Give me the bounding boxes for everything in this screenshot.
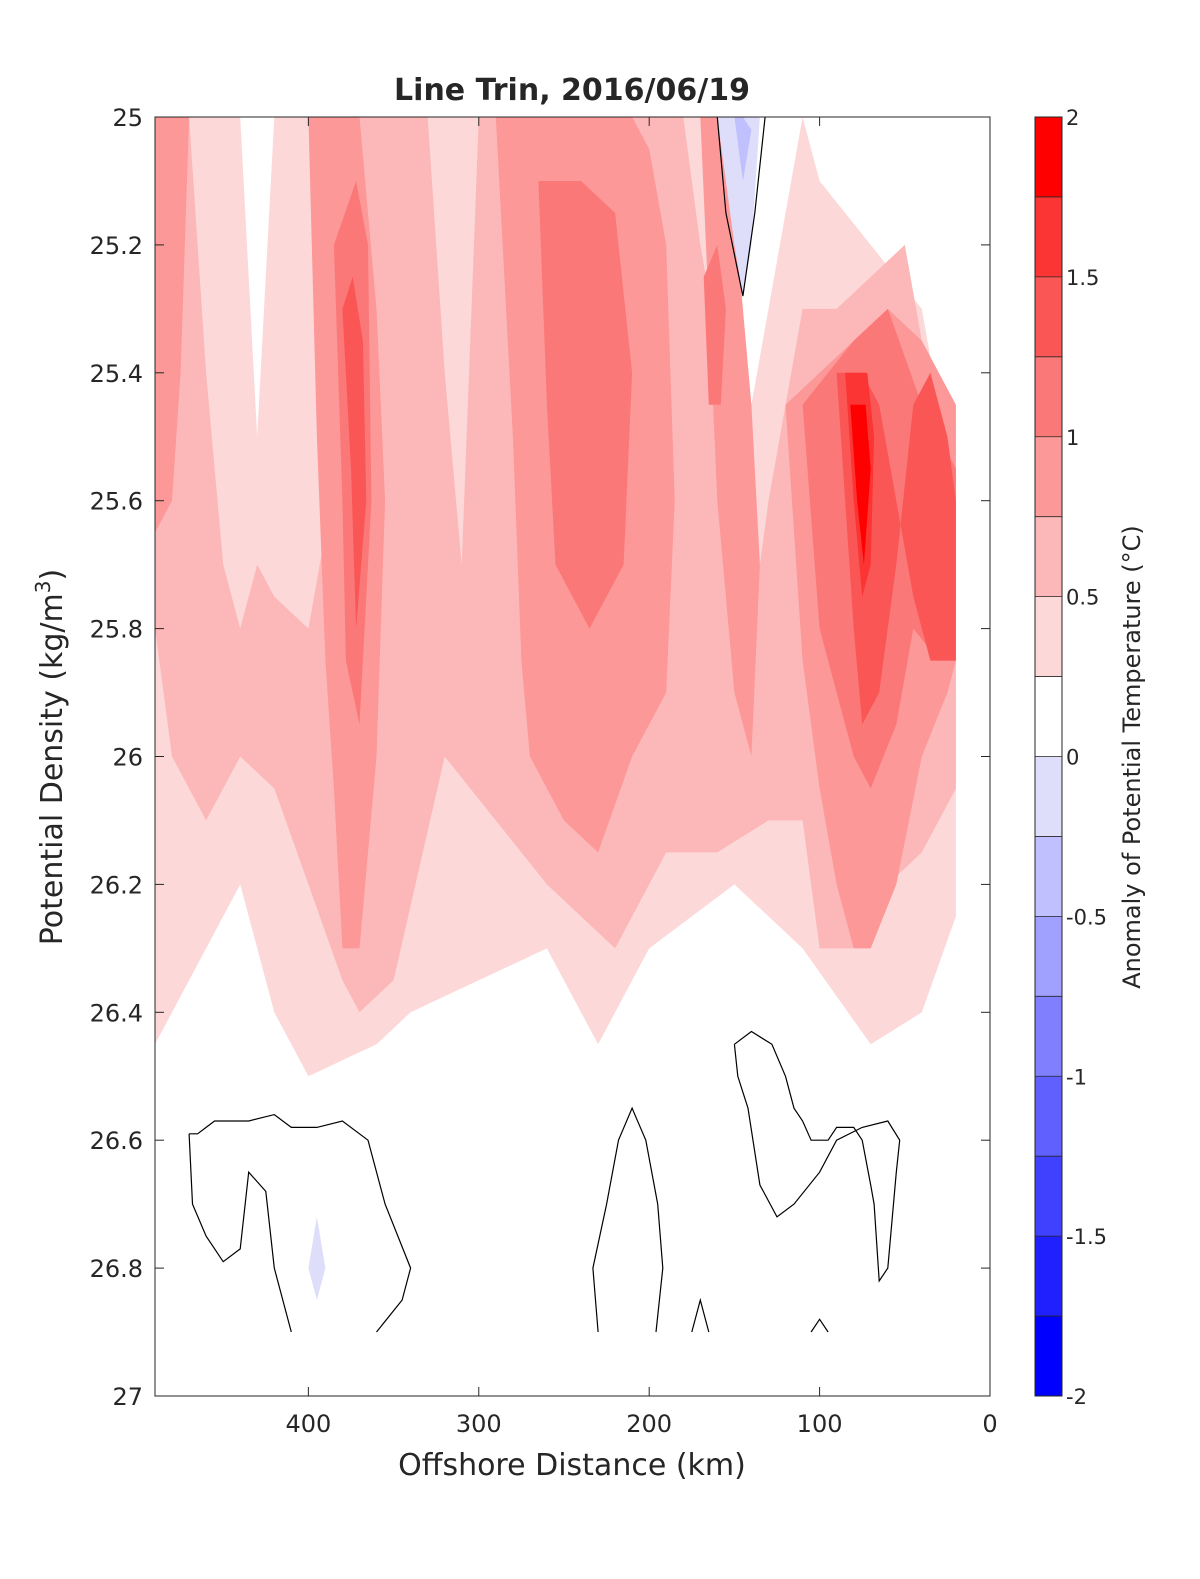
y-axis-label: Potential Density (kg/m3) — [31, 569, 70, 945]
colorbar-tick-label: 0.5 — [1066, 586, 1099, 610]
colorbar-frame — [1034, 116, 1063, 1397]
x-tick-label: 100 — [797, 1410, 843, 1438]
y-tick-label: 25.8 — [90, 616, 143, 644]
x-tick-label: 400 — [285, 1410, 331, 1438]
colorbar-tick-label: 2 — [1066, 106, 1079, 130]
contour-region — [734, 117, 752, 181]
y-axis-label-sup: 3 — [31, 580, 55, 593]
colorbar-tick-label: 1.5 — [1066, 266, 1099, 290]
colorbar-tick-label: -1.5 — [1066, 1225, 1107, 1249]
colorbar-swatch — [1035, 756, 1062, 837]
colorbar-swatch — [1035, 516, 1062, 597]
contour-region — [703, 244, 726, 405]
zero-contour-line — [733, 1030, 901, 1283]
colorbar-swatch — [1035, 916, 1062, 997]
y-axis-label-main: Potential Density (kg/m — [35, 593, 70, 945]
colorbar-tick-label: 1 — [1066, 426, 1079, 450]
contour-lines — [188, 117, 901, 1333]
colorbar: -2 -1.5 -1 -0.5 0 0.5 1 1.5 2 — [1034, 106, 1107, 1409]
colorbar-swatch — [1035, 596, 1062, 677]
contour-region — [155, 117, 190, 533]
y-tick-label: 27 — [112, 1383, 143, 1411]
colorbar-tick-label: -2 — [1066, 1385, 1087, 1409]
zero-contour-line — [189, 1113, 412, 1333]
y-axis-label-close: ) — [35, 569, 70, 581]
colorbar-tick-label: 0 — [1066, 746, 1079, 770]
x-axis-label: Offshore Distance (km) — [398, 1448, 746, 1483]
zero-contour-line — [592, 1106, 664, 1333]
colorbar-swatch — [1035, 276, 1062, 357]
y-tick-label: 26.4 — [90, 999, 143, 1027]
colorbar-tick-label: -0.5 — [1066, 905, 1107, 929]
y-axis: 25 25.2 25.4 25.6 25.8 26 26.2 26.4 26.6 26.8 27 — [90, 104, 990, 1411]
x-axis: 400 300 200 100 0 — [285, 117, 998, 1438]
contour-region — [308, 1216, 326, 1301]
contour-fills — [155, 117, 956, 1301]
colorbar-swatch — [1035, 436, 1062, 517]
colorbar-label: Anomaly of Potential Temperature (°C) — [1118, 525, 1146, 989]
x-tick-label: 200 — [626, 1410, 672, 1438]
contour-region — [850, 404, 871, 565]
plot-area — [154, 116, 991, 1397]
colorbar-swatch — [1035, 196, 1062, 277]
zero-contour-line — [188, 1133, 292, 1333]
colorbar-swatch — [1035, 1316, 1062, 1396]
x-tick-label: 0 — [982, 1410, 997, 1438]
colorbar-swatch — [1035, 1236, 1062, 1317]
y-tick-label: 25 — [112, 104, 143, 132]
zero-contour-line — [716, 117, 766, 297]
y-tick-label: 26 — [112, 744, 143, 772]
y-tick-label: 26.2 — [90, 871, 143, 899]
colorbar-tick-label: -1 — [1066, 1065, 1087, 1089]
colorbar-swatch — [1035, 996, 1062, 1077]
colorbar-swatch — [1035, 1156, 1062, 1237]
y-tick-label: 25.4 — [90, 360, 143, 388]
y-tick-label: 26.6 — [90, 1127, 143, 1155]
colorbar-swatch — [1035, 356, 1062, 437]
colorbar-swatch — [1035, 836, 1062, 917]
zero-contour-line — [691, 1297, 710, 1333]
x-tick-label: 300 — [456, 1410, 502, 1438]
y-tick-label: 26.8 — [90, 1255, 143, 1283]
zero-contour-line — [810, 1318, 829, 1333]
colorbar-swatch — [1035, 1076, 1062, 1157]
contour-region — [538, 181, 633, 629]
contour-region — [342, 276, 367, 629]
chart-title: Line Trin, 2016/06/19 — [394, 73, 750, 108]
colorbar-swatch — [1035, 117, 1062, 197]
colorbar-swatch — [1035, 676, 1062, 757]
y-tick-label: 25.6 — [90, 488, 143, 516]
y-tick-label: 25.2 — [90, 232, 143, 260]
